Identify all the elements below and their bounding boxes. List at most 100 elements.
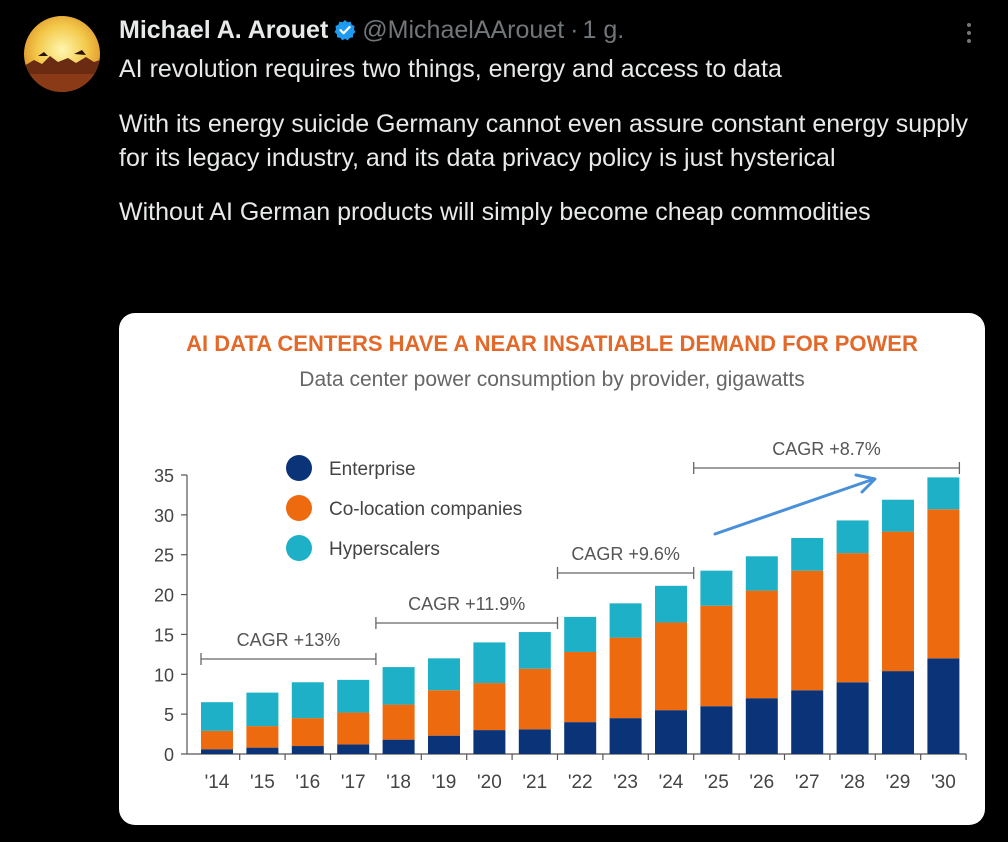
trend-arrow-line: [713, 478, 873, 536]
bar-co-location-companies: [927, 509, 960, 659]
bar-hyperscalers: [518, 632, 551, 669]
bar-co-location-companies: [473, 683, 506, 731]
bar-co-location-companies: [291, 718, 324, 747]
bar-enterprise: [382, 739, 415, 754]
bar-enterprise: [882, 671, 914, 754]
bar-co-location-companies: [700, 605, 733, 707]
bar-co-location-companies: [836, 553, 869, 683]
x-tick-label: '25: [704, 772, 729, 793]
x-tick-label: '22: [568, 772, 593, 793]
avatar[interactable]: [24, 16, 100, 92]
tweet-line: Without AI German products will simply b…: [119, 198, 871, 226]
bar-hyperscalers: [700, 570, 733, 606]
bar-enterprise: [291, 746, 324, 754]
bar-hyperscalers: [882, 499, 914, 532]
bar-enterprise: [337, 744, 370, 754]
bar-enterprise: [836, 682, 869, 754]
legend-marker: [286, 535, 312, 561]
bar-hyperscalers: [791, 537, 824, 571]
bar-hyperscalers: [927, 477, 960, 510]
trend-arrow-head: [854, 473, 877, 494]
bar-co-location-companies: [655, 622, 687, 711]
bar-hyperscalers: [745, 556, 778, 591]
y-tick-label: 15: [154, 625, 174, 645]
x-tick-label: '23: [613, 772, 638, 793]
bar-hyperscalers: [201, 702, 233, 731]
cagr-label: CAGR +13%: [237, 630, 341, 650]
legend-marker: [286, 495, 312, 521]
cagr-label: CAGR +11.9%: [408, 594, 525, 614]
author-name[interactable]: Michael A. Arouet: [119, 15, 329, 44]
y-tick-label: 10: [154, 665, 174, 685]
bar-co-location-companies: [246, 726, 279, 748]
y-tick-label: 20: [154, 586, 174, 606]
tweet-header: Michael A. Arouet @MichaelAArouet · 1 g.: [119, 14, 624, 46]
bar-enterprise: [564, 722, 597, 754]
author-handle[interactable]: @MichaelAArouet: [362, 15, 565, 44]
bar-hyperscalers: [836, 520, 869, 554]
post-time[interactable]: 1 g.: [582, 15, 625, 44]
bar-co-location-companies: [609, 637, 642, 719]
bar-enterprise: [428, 735, 460, 754]
verified-badge-icon: [334, 19, 356, 41]
tweet-line: AI revolution requires two things, energ…: [119, 55, 782, 83]
bar-enterprise: [655, 710, 687, 754]
legend-label: Hyperscalers: [329, 539, 440, 560]
x-tick-label: '18: [386, 772, 411, 793]
legend-label: Enterprise: [329, 459, 416, 480]
legend-marker: [286, 455, 312, 481]
x-tick-label: '21: [522, 772, 547, 793]
x-tick-label: '27: [795, 772, 820, 793]
bar-co-location-companies: [518, 668, 551, 730]
bar-hyperscalers: [609, 603, 642, 638]
bar-enterprise: [609, 718, 642, 754]
tweet-line: With its energy suicide Germany cannot e…: [119, 110, 969, 172]
bar-co-location-companies: [791, 570, 824, 691]
bar-enterprise: [518, 729, 551, 754]
bar-enterprise: [700, 706, 733, 754]
tweet-media-chart[interactable]: AI DATA CENTERS HAVE A NEAR INSATIABLE D…: [119, 313, 985, 825]
bar-hyperscalers: [428, 658, 460, 691]
bar-enterprise: [246, 747, 279, 754]
x-tick-label: '26: [749, 772, 774, 793]
x-tick-label: '20: [477, 772, 502, 793]
bar-enterprise: [201, 749, 233, 754]
bar-hyperscalers: [564, 616, 597, 652]
x-tick-label: '28: [840, 772, 865, 793]
x-tick-label: '17: [341, 772, 366, 793]
x-tick-label: '15: [250, 772, 275, 793]
more-options-icon[interactable]: [958, 18, 980, 48]
bar-co-location-companies: [428, 690, 460, 736]
y-tick-label: 0: [164, 745, 174, 765]
bar-enterprise: [745, 698, 778, 754]
stacked-bar-chart: AI DATA CENTERS HAVE A NEAR INSATIABLE D…: [154, 331, 967, 793]
separator-dot: ·: [570, 15, 579, 44]
bar-enterprise: [927, 658, 960, 754]
cagr-label: CAGR +8.7%: [772, 439, 881, 459]
x-tick-label: '19: [432, 772, 457, 793]
bar-co-location-companies: [882, 531, 914, 672]
bar-enterprise: [473, 730, 506, 754]
legend-label: Co-location companies: [329, 499, 522, 520]
bar-co-location-companies: [564, 651, 597, 723]
bar-co-location-companies: [201, 730, 233, 750]
y-tick-label: 30: [154, 506, 174, 526]
x-tick-label: '16: [295, 772, 320, 793]
x-tick-label: '29: [886, 772, 911, 793]
bar-hyperscalers: [337, 679, 370, 713]
bar-co-location-companies: [745, 590, 778, 699]
bar-hyperscalers: [655, 585, 687, 623]
chart-subtitle: Data center power consumption by provide…: [299, 368, 804, 391]
chart-title: AI DATA CENTERS HAVE A NEAR INSATIABLE D…: [186, 331, 918, 356]
bar-hyperscalers: [291, 682, 324, 719]
tweet-text: AI revolution requires two things, energ…: [119, 52, 999, 229]
y-tick-label: 35: [154, 466, 174, 486]
bar-co-location-companies: [337, 712, 370, 745]
y-tick-label: 25: [154, 546, 174, 566]
bar-co-location-companies: [382, 704, 415, 740]
y-tick-label: 5: [164, 705, 174, 725]
bar-hyperscalers: [382, 667, 415, 705]
bar-enterprise: [791, 690, 824, 754]
bar-hyperscalers: [246, 692, 279, 727]
cagr-label: CAGR +9.6%: [571, 544, 680, 564]
